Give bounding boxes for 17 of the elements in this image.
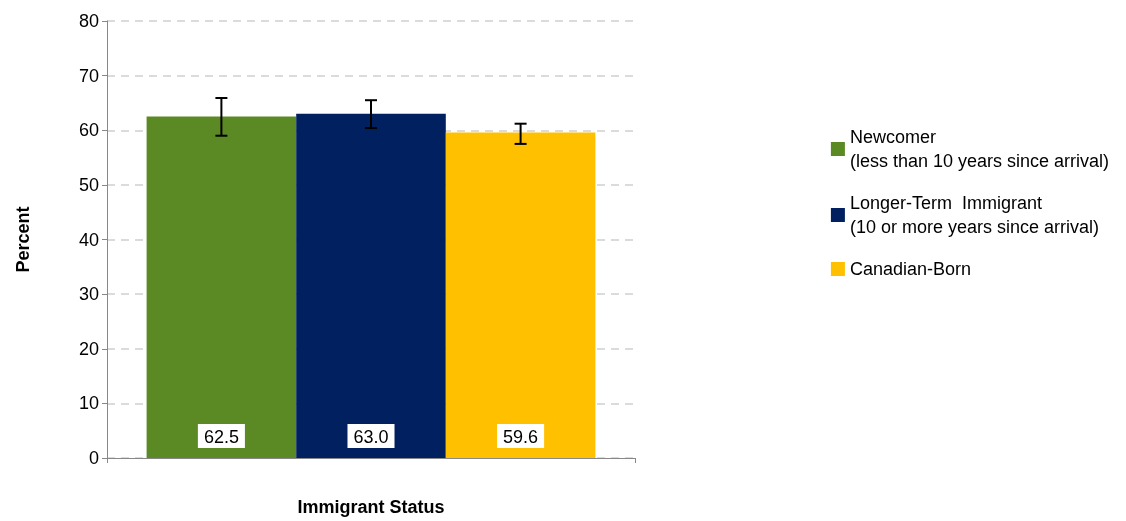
y-tick-label: 30 (78, 284, 99, 305)
y-tick-label: 50 (78, 174, 99, 195)
y-tick-label: 70 (78, 65, 99, 86)
y-tick-label: 80 (78, 11, 99, 31)
y-tick-label: 60 (78, 120, 99, 141)
legend-label: Newcomer (less than 10 years since arrival) (849, 127, 1110, 171)
y-axis-title: Percent (13, 206, 33, 273)
legend-label: Longer-Term Immigrant (10 or more years since arrival) (849, 193, 1099, 237)
y-tick-label: 0 (88, 448, 99, 468)
data-label: 62.5 (203, 427, 239, 447)
y-tick-label: 40 (78, 229, 99, 250)
legend-label: Canadian-Born (849, 259, 971, 279)
data-label: 63.0 (353, 427, 389, 447)
x-axis-title: Immigrant Status (297, 497, 445, 517)
data-label: 59.6 (503, 427, 539, 447)
y-tick-label: 20 (78, 338, 99, 359)
y-tick-label: 10 (78, 393, 99, 414)
